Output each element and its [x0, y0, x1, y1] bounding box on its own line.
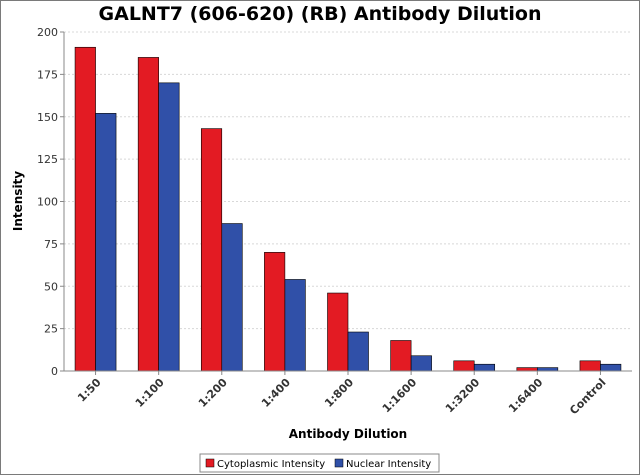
plot-area: 0 25 50 75 100 125 150 175 200 1:50 1:100 1:200 1:4… — [37, 26, 632, 417]
bar-cytoplasmic — [453, 360, 475, 372]
x-axis-ticks: 1:50 1:100 1:200 1:400 1:800 1:1600 1:3200 1:64… — [75, 371, 609, 417]
x-axis-label: Antibody Dilution — [289, 427, 407, 441]
y-axis-label: Intensity — [11, 171, 25, 231]
gridlines — [64, 31, 632, 330]
bar-nuclear — [537, 367, 559, 372]
legend-box — [199, 453, 440, 473]
y-tick-label: 125 — [37, 153, 58, 166]
bar-nuclear — [95, 113, 117, 372]
y-tick-label: 75 — [44, 238, 58, 251]
bar-nuclear — [158, 82, 180, 372]
bar-cytoplasmic — [327, 292, 349, 372]
bar-nuclear — [473, 363, 496, 372]
x-tick-label: 1:800 — [322, 376, 356, 410]
bar-cytoplasmic — [390, 340, 412, 372]
legend-swatch-nuclear — [334, 458, 344, 468]
y-tick-label: 25 — [44, 323, 58, 336]
x-tick-label: 1:200 — [196, 376, 230, 410]
bar-nuclear — [284, 279, 306, 372]
legend: Cytoplasmic Intensity Nuclear Intensity — [199, 453, 440, 473]
bar-cytoplasmic — [579, 360, 601, 372]
bars — [74, 46, 622, 372]
legend-label-nuclear: Nuclear Intensity — [346, 459, 431, 470]
x-tick-label: Control — [567, 376, 608, 417]
y-tick-label: 150 — [37, 111, 58, 124]
bar-nuclear — [410, 355, 432, 372]
x-tick-label: 1:50 — [75, 376, 104, 405]
x-tick-label: 1:400 — [259, 376, 293, 410]
y-tick-label: 200 — [37, 26, 58, 39]
y-axis-ticks: 0 25 50 75 100 125 150 175 200 — [37, 26, 64, 378]
bar-nuclear — [347, 331, 369, 372]
bar-nuclear — [600, 363, 622, 372]
legend-swatch-cytoplasmic — [205, 458, 215, 468]
x-tick-label: 1:3200 — [443, 376, 483, 416]
bar-cytoplasmic — [200, 128, 223, 372]
x-tick-label: 1:1600 — [380, 376, 420, 416]
bar-cytoplasmic — [137, 57, 159, 372]
bar-cytoplasmic — [516, 367, 538, 372]
legend-label-cytoplasmic: Cytoplasmic Intensity — [217, 459, 325, 470]
y-tick-label: 0 — [51, 365, 58, 378]
bar-nuclear — [221, 223, 243, 372]
bar-cytoplasmic — [74, 46, 96, 372]
x-tick-label: 1:6400 — [506, 376, 546, 416]
bar-cytoplasmic — [264, 252, 286, 372]
x-tick-label: 1:100 — [133, 376, 167, 410]
y-tick-label: 175 — [37, 68, 58, 81]
chart-title: GALNT7 (606-620) (RB) Antibody Dilution — [99, 3, 542, 25]
y-tick-label: 50 — [44, 280, 58, 293]
y-tick-label: 100 — [37, 196, 58, 209]
